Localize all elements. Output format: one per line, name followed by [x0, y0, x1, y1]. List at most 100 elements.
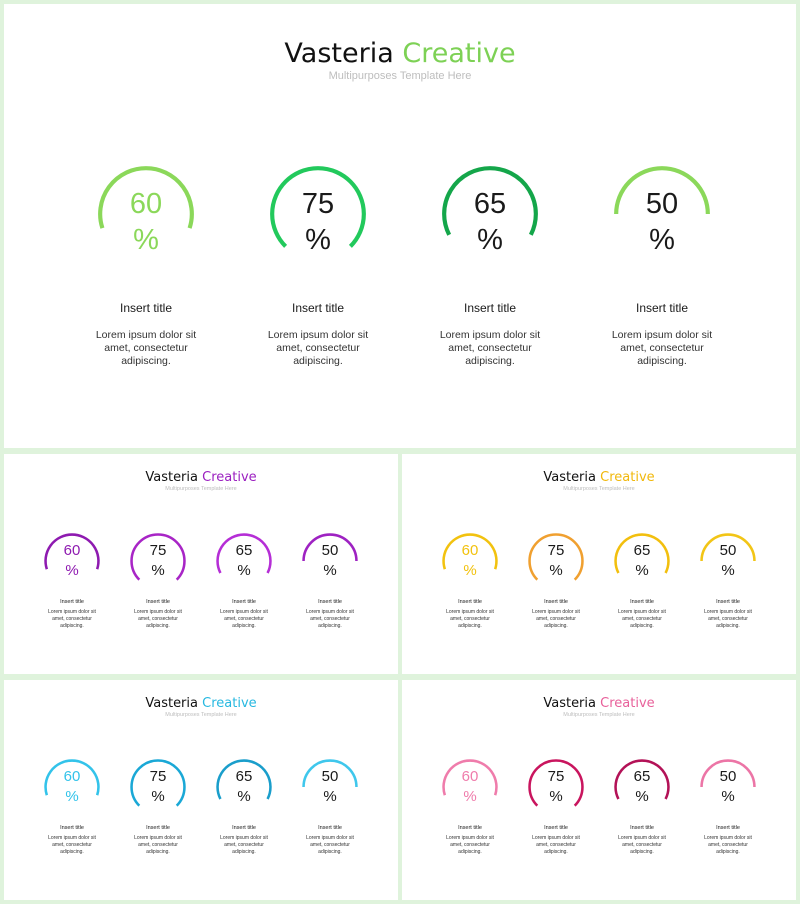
slide-pink: Vasteria Creative Multipurposes Template …	[402, 680, 796, 900]
description-line: amet, consectetur	[138, 842, 178, 848]
stat-title: Insert title	[318, 599, 342, 605]
stat-number: 60	[129, 188, 163, 220]
stat-description: Lorem ipsum dolor sit amet, consectetur ad…	[37, 609, 107, 630]
stat-item: 50% Insert title Lorem ipsum dolor sit amet…	[587, 162, 737, 368]
description-line: Lorem ipsum dolor sit	[267, 329, 369, 341]
description-line: adipiscing.	[146, 623, 170, 629]
ring-wrap: 50%	[295, 532, 365, 590]
ring-wrap: 75%	[521, 532, 591, 590]
description-line: amet, consectetur	[450, 842, 490, 848]
stat-number: 60	[63, 542, 81, 559]
description-line: amet, consectetur	[536, 616, 576, 622]
description-line: amet, consectetur	[138, 616, 178, 622]
stat-number: 60	[461, 768, 479, 785]
stat-title: Insert title	[60, 599, 84, 605]
slide-cyan: Vasteria Creative Multipurposes Template …	[4, 680, 398, 900]
description-line: Lorem ipsum dolor sit	[48, 835, 96, 841]
slide-subtitle: Multipurposes Template Here	[563, 712, 635, 718]
description-line: amet, consectetur	[448, 342, 532, 354]
ring-wrap: 65%	[209, 532, 279, 590]
description-line: amet, consectetur	[310, 842, 350, 848]
stat-value: 50%	[693, 541, 763, 581]
stat-item: 50% Insert title Lorem ipsum dolor sit amet…	[693, 532, 763, 630]
stat-title: Insert title	[146, 825, 170, 831]
slide-subtitle: Multipurposes Template Here	[165, 712, 237, 718]
ring-wrap: 60%	[37, 758, 107, 816]
stat-percent-sign: %	[323, 788, 337, 805]
description-line: amet, consectetur	[450, 616, 490, 622]
stat-item: 50% Insert title Lorem ipsum dolor sit amet…	[295, 758, 365, 856]
description-line: amet, consectetur	[622, 616, 662, 622]
description-line: adipiscing.	[121, 355, 171, 367]
description-line: Lorem ipsum dolor sit	[704, 609, 752, 615]
stat-number: 60	[63, 768, 81, 785]
title-word-2: Creative	[202, 470, 257, 485]
progress-ring	[442, 759, 498, 796]
stat-percent-sign: %	[635, 562, 649, 579]
description-line: amet, consectetur	[276, 342, 360, 354]
stat-title: Insert title	[291, 301, 345, 315]
stat-percent-sign: %	[549, 788, 563, 805]
description-line: amet, consectetur	[620, 342, 704, 354]
stat-value: 65%	[209, 767, 279, 807]
stat-description: Lorem ipsum dolor sit amet, consectetur ad…	[295, 835, 365, 856]
progress-arc	[216, 759, 272, 800]
progress-ring	[442, 533, 498, 570]
stat-title: Insert title	[544, 599, 568, 605]
stat-description: Lorem ipsum dolor sit amet, consectetur ad…	[435, 835, 505, 856]
slide-title: Vasteria Creative	[402, 470, 796, 485]
description-line: adipiscing.	[544, 849, 568, 855]
stat-percent-sign: %	[237, 562, 251, 579]
description-line: amet, consectetur	[536, 842, 576, 848]
stat-percent-sign: %	[635, 788, 649, 805]
progress-ring	[528, 533, 584, 581]
stat-percent-sign: %	[649, 224, 675, 256]
ring-wrap: 60%	[71, 164, 221, 264]
ring-wrap: 50%	[587, 164, 737, 264]
description-line: amet, consectetur	[310, 616, 350, 622]
stat-percent-sign: %	[549, 562, 563, 579]
stat-title: Insert title	[716, 825, 740, 831]
stat-value: 60%	[435, 767, 505, 807]
title-word-1: Vasteria	[145, 696, 198, 711]
progress-ring	[528, 759, 584, 807]
stat-item: 65% Insert title Lorem ipsum dolor sit amet…	[209, 758, 279, 856]
description-line: Lorem ipsum dolor sit	[446, 609, 494, 615]
stat-item: 75% Insert title Lorem ipsum dolor sit amet…	[123, 758, 193, 856]
stat-description: Lorem ipsum dolor sit amet, consectetur ad…	[209, 835, 279, 856]
progress-ring	[302, 533, 358, 562]
description-line: adipiscing.	[60, 623, 84, 629]
description-line: Lorem ipsum dolor sit	[48, 609, 96, 615]
stat-number: 50	[321, 768, 339, 785]
progress-ring	[700, 759, 756, 788]
slide-subtitle: Multipurposes Template Here	[563, 486, 635, 492]
progress-arc	[130, 533, 186, 581]
stat-title: Insert title	[146, 599, 170, 605]
slide-yellow: Vasteria Creative Multipurposes Template …	[402, 454, 796, 674]
progress-arc	[614, 533, 670, 574]
stat-description: Lorem ipsum dolor sit amet, consectetur ad…	[243, 329, 393, 368]
stat-title: Insert title	[630, 599, 654, 605]
description-line: adipiscing.	[716, 849, 740, 855]
stat-value: 60%	[71, 186, 221, 258]
stat-percent-sign: %	[65, 562, 79, 579]
title-word-2: Creative	[600, 696, 655, 711]
description-line: Lorem ipsum dolor sit	[611, 329, 713, 341]
description-line: adipiscing.	[60, 849, 84, 855]
slide-title: Vasteria Creative	[4, 470, 398, 485]
stat-description: Lorem ipsum dolor sit amet, consectetur ad…	[607, 609, 677, 630]
description-line: amet, consectetur	[708, 842, 748, 848]
progress-ring	[130, 533, 186, 581]
description-line: Lorem ipsum dolor sit	[704, 835, 752, 841]
stat-number: 65	[633, 542, 651, 559]
stat-value: 60%	[37, 767, 107, 807]
stat-value: 65%	[607, 541, 677, 581]
stat-number: 75	[547, 542, 565, 559]
stat-title: Insert title	[630, 825, 654, 831]
stat-value: 60%	[37, 541, 107, 581]
stat-number: 75	[301, 188, 335, 220]
progress-arc	[700, 759, 756, 788]
stat-number: 65	[473, 188, 507, 220]
stat-value: 75%	[521, 541, 591, 581]
description-line: Lorem ipsum dolor sit	[446, 835, 494, 841]
